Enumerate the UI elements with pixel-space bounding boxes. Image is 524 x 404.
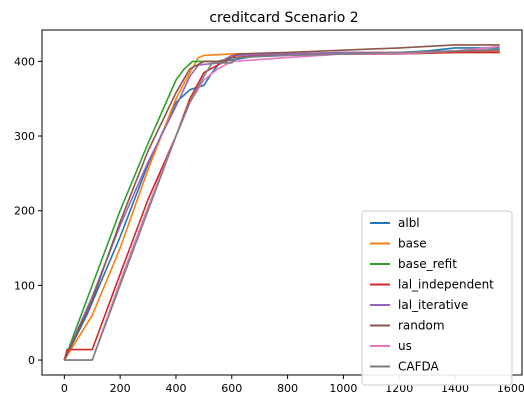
legend-label: CAFDA: [398, 360, 440, 374]
legend-label: lal_independent: [398, 278, 494, 292]
x-tick-label: 1000: [329, 382, 357, 395]
x-tick-label: 800: [277, 382, 298, 395]
y-tick-label: 200: [14, 205, 35, 218]
chart-title: creditcard Scenario 2: [209, 10, 358, 26]
x-tick-label: 600: [221, 382, 242, 395]
y-tick-label: 300: [14, 130, 35, 143]
legend-label: us: [398, 339, 412, 353]
legend-label: lal_iterative: [398, 298, 468, 312]
legend-box: [361, 210, 513, 386]
legend-label: albl: [398, 216, 420, 230]
legend-label: base: [398, 237, 427, 251]
series-lines: [63, 44, 500, 361]
x-axis: 0 200 400 600 800 1000 1200 1400 1600: [61, 375, 524, 395]
y-tick-label: 400: [14, 55, 35, 68]
x-tick-label: 200: [110, 382, 131, 395]
legend-label: random: [398, 319, 445, 333]
y-tick-label: 100: [14, 279, 35, 292]
x-tick-label: 0: [61, 382, 68, 395]
x-tick-label: 400: [165, 382, 186, 395]
legend-label: base_refit: [398, 257, 457, 271]
plot-frame: [41, 29, 523, 376]
legend: albl base base_refit lal_independent lal_ite…: [361, 210, 513, 386]
series-line-us: [64, 45, 500, 361]
y-tick-label: 0: [28, 354, 35, 367]
series-line-cafda: [64, 48, 500, 361]
series-line-random: [63, 44, 500, 361]
y-axis: 0 100 200 300 400: [14, 55, 42, 367]
